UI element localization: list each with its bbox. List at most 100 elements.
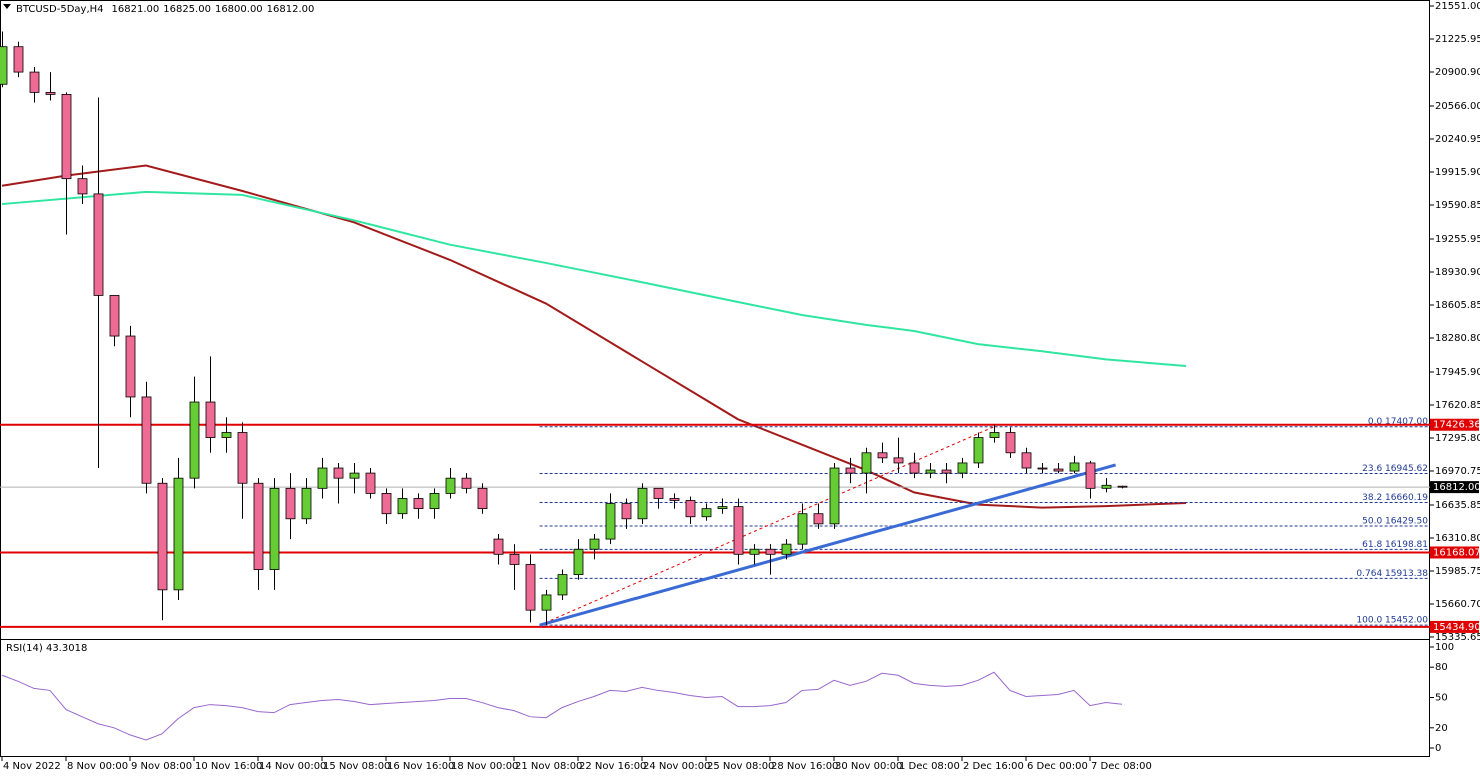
candle-body [1037, 467, 1048, 470]
candle-body [141, 396, 152, 484]
candle-body [605, 503, 616, 540]
x-tick-label: 1 Dec 08:00 [899, 761, 960, 772]
candle-body [109, 295, 120, 337]
y-tick-label: 18280.80 [1435, 333, 1480, 344]
y-tick-label: 20240.95 [1435, 134, 1480, 145]
candle-body [781, 543, 792, 555]
candle-body [1101, 484, 1112, 489]
candle-body [317, 467, 328, 489]
last-price-label: 16812.00 [1433, 482, 1480, 493]
candle-body [285, 487, 296, 520]
candle-body [845, 467, 856, 474]
y-tick-label: 15985.75 [1435, 566, 1480, 577]
level-label-box [1430, 620, 1479, 633]
candle-body [125, 335, 136, 398]
y-tick-label: 18605.85 [1435, 300, 1480, 311]
candle-body [205, 401, 216, 438]
candle-body [653, 487, 664, 499]
candle-body [157, 482, 168, 591]
candle-body [269, 487, 280, 570]
candle-body [477, 487, 488, 510]
candle-body [589, 538, 600, 550]
y-tick-label: 17295.80 [1435, 433, 1480, 444]
x-tick-label: 7 Dec 08:00 [1091, 761, 1152, 772]
candle-body [381, 493, 392, 515]
candle-body [877, 452, 888, 459]
candle-body [237, 432, 248, 484]
header-ohlc: 16800.00 [215, 4, 263, 15]
candle-body [701, 508, 712, 518]
rsi-y-tick-label: 0 [1435, 743, 1441, 754]
moving-average [1, 190, 1187, 367]
candle-body [909, 462, 920, 474]
candle-body [173, 477, 184, 591]
x-tick-label: 6 Dec 00:00 [1027, 761, 1088, 772]
trendline [539, 463, 1117, 627]
candle-body [61, 94, 72, 180]
candle-body [221, 432, 232, 438]
level-label: 17426.36 [1433, 420, 1480, 431]
candle-body [397, 498, 408, 515]
fib-diagonal [539, 426, 995, 626]
x-tick-label: 10 Nov 16:00 [195, 761, 262, 772]
candle-body [685, 500, 696, 518]
y-tick-label: 20900.90 [1435, 67, 1480, 78]
fib-label: 61.8 16198.81 [1362, 540, 1428, 550]
candle-body [93, 193, 104, 296]
rsi-line [1, 671, 1123, 741]
candle-body [525, 564, 536, 611]
candle-body [669, 498, 680, 501]
x-tick-label: 30 Nov 00:00 [835, 761, 902, 772]
fib-label: 50.0 16429.50 [1362, 516, 1428, 526]
header-ohlc: 16825.00 [163, 4, 211, 15]
candle-body [637, 487, 648, 520]
candle-body [461, 477, 472, 489]
y-tick-label: 19255.95 [1435, 234, 1480, 245]
candle-body [717, 506, 728, 510]
x-tick-label: 9 Nov 08:00 [131, 761, 192, 772]
x-tick-label: 18 Nov 00:00 [451, 761, 518, 772]
fib-label: 0.0 17407.00 [1368, 417, 1428, 427]
y-tick-label: 17620.85 [1435, 400, 1480, 411]
rsi-title: RSI(14) 43.3018 [6, 643, 87, 654]
plot-border [0, 0, 1430, 757]
candle-body [413, 498, 424, 510]
y-tick-label: 15660.70 [1435, 599, 1480, 610]
y-tick-label: 20566.00 [1435, 101, 1480, 112]
x-tick-label: 2 Dec 16:00 [963, 761, 1024, 772]
candle-body [797, 513, 808, 545]
x-tick-label: 25 Nov 08:00 [707, 761, 774, 772]
level-label: 16168.07 [1433, 547, 1480, 558]
x-tick-label: 4 Nov 2022 [3, 761, 61, 772]
x-tick-label: 21 Nov 08:00 [515, 761, 582, 772]
y-tick-label: 15335.65 [1435, 632, 1480, 643]
candle-body [989, 432, 1000, 438]
rsi-y-tick-label: 100 [1435, 642, 1454, 653]
x-tick-label: 14 Nov 00:00 [259, 761, 326, 772]
y-tick-label: 16970.75 [1435, 466, 1480, 477]
level-label: 15434.90 [1433, 622, 1480, 633]
y-tick-label: 19590.85 [1435, 200, 1480, 211]
candle-body [541, 594, 552, 611]
candle-body [1021, 452, 1032, 469]
candle-body [573, 548, 584, 576]
candle-body [1005, 432, 1016, 454]
fib-label: 23.6 16945.62 [1362, 464, 1428, 474]
candle-body [973, 437, 984, 464]
candle-body [1069, 462, 1080, 472]
symbol-icon [3, 4, 11, 9]
chart-title: BTCUSD-5Day,H4 [16, 4, 104, 15]
x-tick-label: 24 Nov 00:00 [643, 761, 710, 772]
candle-body [861, 452, 872, 474]
candle-body [445, 477, 456, 494]
candle-body [941, 469, 952, 474]
level-label-box [1430, 546, 1479, 559]
rsi-y-tick-label: 20 [1435, 723, 1448, 734]
candle-body [301, 487, 312, 520]
y-tick-label: 21551.00 [1435, 1, 1480, 12]
header-ohlc: 16821.00 [112, 4, 160, 15]
candle-body [509, 553, 520, 565]
candle-body [621, 503, 632, 520]
